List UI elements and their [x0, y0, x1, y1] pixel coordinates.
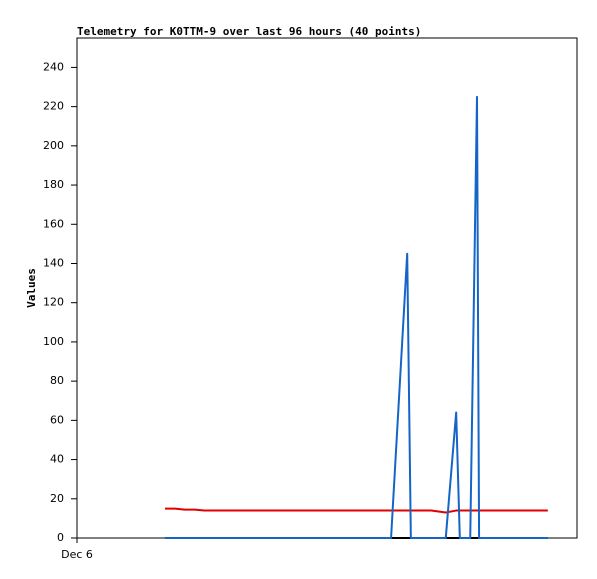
series-line — [165, 95, 548, 539]
y-tick-label: 100 — [43, 335, 64, 348]
y-tick-label: 240 — [43, 60, 64, 73]
plot-frame — [76, 37, 578, 539]
y-tick-label: 0 — [57, 531, 64, 544]
y-tick-label: 140 — [43, 256, 64, 269]
chart-title: Telemetry for K0TTM-9 over last 96 hours… — [77, 25, 421, 38]
y-tick-label: 160 — [43, 217, 64, 230]
x-tick-label: Dec 6 — [61, 548, 93, 561]
series-line — [165, 507, 548, 514]
y-tick-label: 80 — [50, 374, 64, 387]
y-tick-label: 40 — [50, 453, 64, 466]
y-tick-label: 20 — [50, 492, 64, 505]
y-axis-label: Values — [25, 268, 38, 308]
y-tick-label: 60 — [50, 413, 64, 426]
y-tick-label: 200 — [43, 139, 64, 152]
y-tick-label: 180 — [43, 178, 64, 191]
y-tick-label: 120 — [43, 296, 64, 309]
y-tick-label: 220 — [43, 100, 64, 113]
